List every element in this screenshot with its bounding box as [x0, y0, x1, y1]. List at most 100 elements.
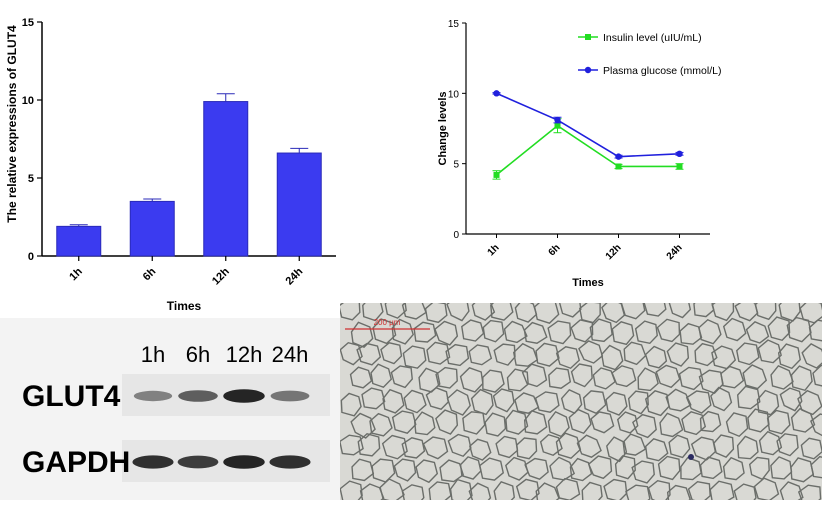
- cell: [758, 340, 781, 363]
- x-tick-label: 12h: [210, 265, 232, 287]
- cell: [361, 484, 384, 500]
- x-tick-label: 12h: [604, 242, 624, 262]
- cell: [517, 438, 537, 459]
- cell: [525, 459, 548, 480]
- cell: [470, 439, 491, 460]
- cell: [801, 438, 822, 458]
- cell: [743, 365, 766, 389]
- blot-band: [271, 391, 310, 402]
- cell: [711, 388, 732, 411]
- cell: [802, 344, 822, 368]
- cell: [638, 368, 658, 390]
- data-point: [676, 151, 682, 157]
- cell: [525, 411, 547, 434]
- cell: [483, 370, 504, 392]
- cell: [811, 457, 822, 478]
- cell: [712, 346, 735, 368]
- cell: [738, 436, 758, 458]
- cell: [636, 321, 658, 343]
- cell: [416, 460, 437, 482]
- cell: [721, 366, 743, 387]
- cell: [779, 344, 801, 368]
- blot-band: [132, 455, 173, 468]
- cell: [589, 456, 612, 478]
- cell: [472, 390, 493, 415]
- cell: [648, 481, 670, 500]
- legend-marker: [585, 67, 591, 73]
- cell: [462, 320, 484, 341]
- x-tick-label: 1h: [67, 265, 85, 283]
- x-axis-title: Times: [572, 277, 604, 289]
- cell: [754, 478, 778, 500]
- cell: [646, 391, 669, 416]
- cell: [496, 436, 517, 457]
- blot-band: [269, 455, 310, 468]
- cell: [506, 458, 528, 480]
- y-tick-label: 5: [28, 173, 34, 185]
- cell: [549, 368, 571, 388]
- lane-label: 12h: [226, 342, 263, 367]
- cell: [669, 435, 690, 457]
- cell: [483, 321, 503, 342]
- cell: [448, 434, 470, 456]
- cell: [621, 303, 645, 319]
- cell: [426, 303, 447, 322]
- cell: [699, 320, 721, 344]
- y-tick-label: 5: [453, 160, 459, 171]
- blot-band: [223, 389, 265, 403]
- x-tick-label: 6h: [547, 242, 563, 258]
- series-line: [497, 93, 680, 156]
- cell: [523, 364, 547, 386]
- data-point: [493, 90, 499, 96]
- cell: [515, 303, 536, 322]
- cell: [768, 317, 789, 340]
- cell: [681, 458, 701, 480]
- cell: [714, 435, 734, 457]
- cell: [667, 343, 688, 366]
- cell: [383, 390, 404, 413]
- cell: [469, 345, 491, 365]
- cell: [381, 343, 401, 364]
- blot-row-label: GLUT4: [22, 380, 121, 413]
- cell: [423, 437, 447, 459]
- cell: [644, 303, 666, 316]
- cell: [463, 412, 485, 434]
- cell: [668, 486, 691, 500]
- cell: [524, 323, 546, 344]
- cell: [435, 321, 457, 344]
- cell: [393, 411, 416, 433]
- cell: [738, 386, 760, 408]
- cell: [536, 392, 559, 412]
- bar: [130, 201, 174, 256]
- cell: [351, 367, 372, 388]
- data-point: [494, 172, 500, 178]
- cell: [514, 344, 538, 366]
- cell: [371, 364, 391, 387]
- cell: [394, 459, 415, 481]
- cell: [415, 412, 435, 434]
- cell: [584, 391, 606, 413]
- cell: [712, 303, 733, 320]
- cell: [771, 366, 793, 389]
- cell: [461, 368, 483, 392]
- x-tick-label: 24h: [283, 265, 305, 287]
- cell: [571, 320, 592, 342]
- cell: [461, 457, 481, 479]
- cell: [440, 460, 463, 481]
- scale-bar-label: 200 μm: [374, 318, 401, 327]
- cell: [548, 321, 570, 343]
- bar: [57, 226, 101, 256]
- cell: [602, 345, 623, 369]
- legend-label: Insulin level (uIU/mL): [603, 32, 702, 44]
- cell: [505, 321, 527, 342]
- cell: [515, 393, 538, 413]
- y-tick-label: 0: [453, 230, 459, 241]
- data-point: [555, 123, 561, 129]
- cell: [556, 479, 579, 500]
- cell: [340, 303, 360, 320]
- y-axis-title: The relative expressions of GLUT4: [5, 25, 19, 223]
- cell: [357, 344, 380, 365]
- cell: [748, 409, 769, 432]
